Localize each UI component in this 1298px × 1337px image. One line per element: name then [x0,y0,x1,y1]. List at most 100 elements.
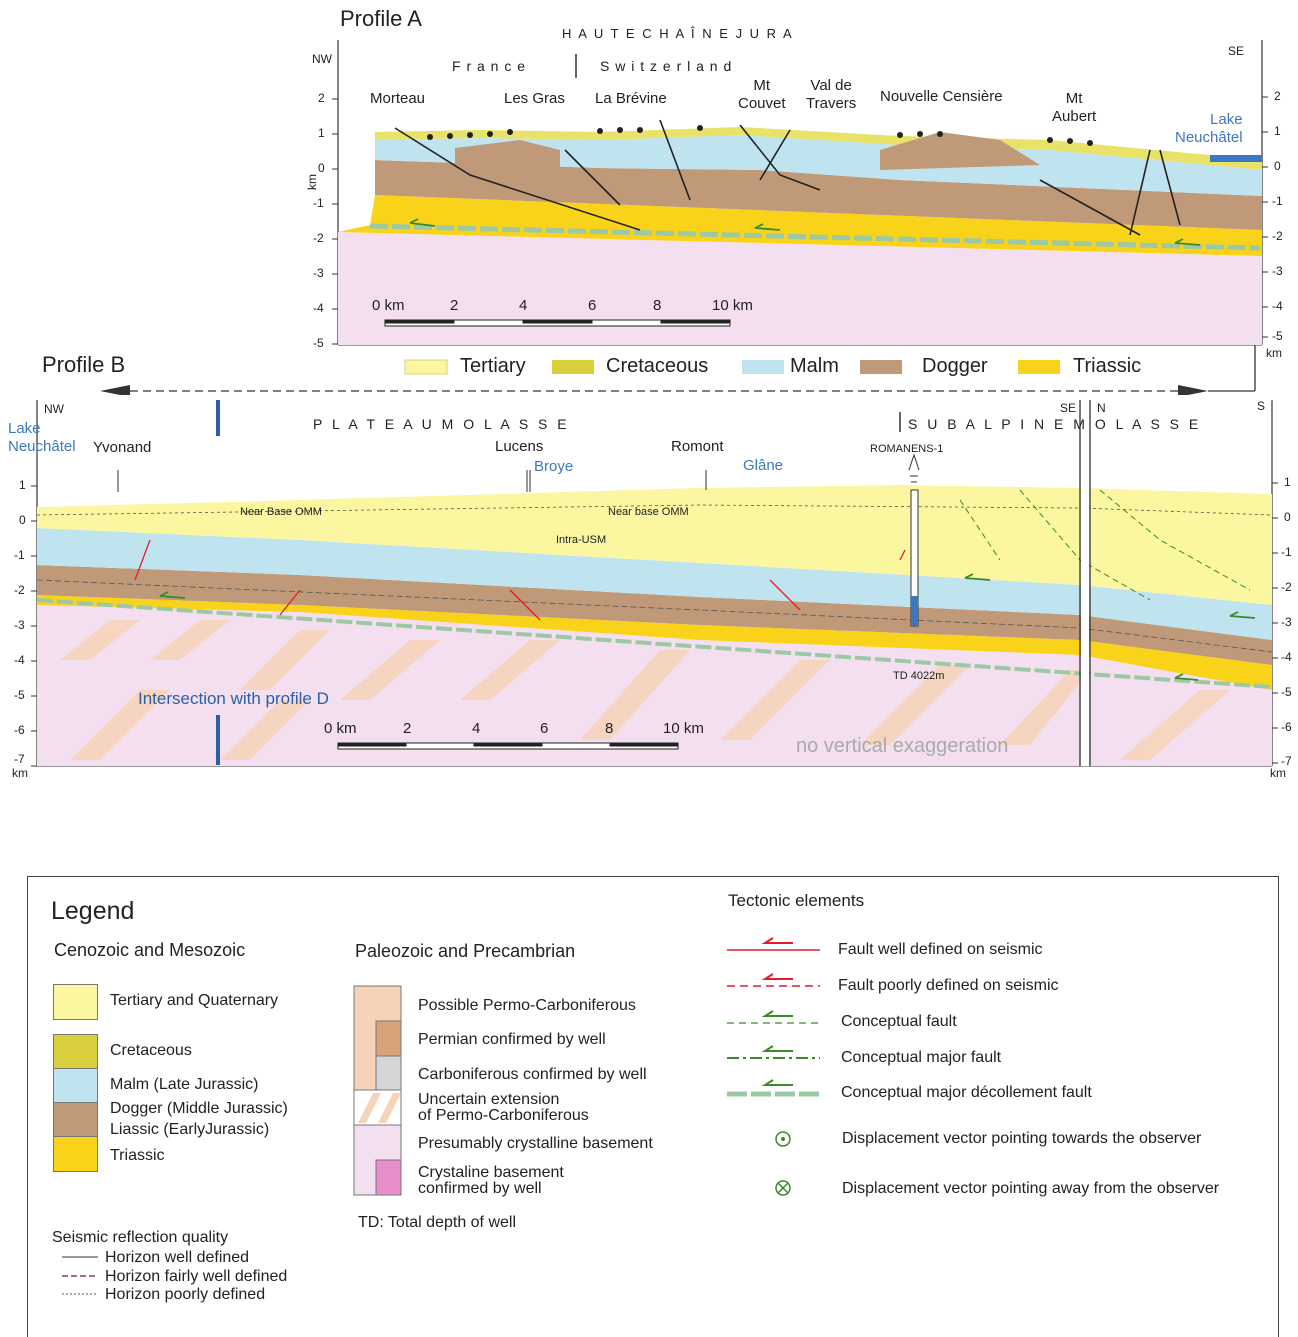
profile-a-title: Profile A [340,6,422,31]
legend-uncertain-extension: Uncertain extension of Permo-Carbonifero… [418,1091,589,1124]
pb-tick-right: 0 [1284,510,1291,524]
country-switzerland: S w i t z e r l a n d [600,58,733,74]
pa-tick-left: -1 [313,196,324,210]
swatch-cretaceous [53,1034,98,1070]
tectonic-vector-towards: Displacement vector pointing towards the… [842,1130,1202,1147]
pb-tick-left: -1 [14,548,25,562]
profile-b-se: SE [1060,401,1077,415]
pa-tick-right: -4 [1272,299,1283,313]
pa-tick-left: -4 [313,301,324,315]
paleozoic-column [353,985,402,1196]
tectonic-vector-away: Displacement vector pointing away from t… [842,1180,1220,1197]
place-val-de-travers: Val de Travers [806,77,857,112]
profile-b-s: S [1257,399,1266,413]
pb-tick-left: 0 [19,513,26,527]
pb-unit-right: km [1270,766,1286,780]
pb-tick-left: -2 [14,583,25,597]
pa-tick-left: 2 [318,91,325,105]
pa-scale-label: 6 [588,297,597,314]
country-france: F r a n c e [452,58,527,74]
tectonic-conceptual-fault: Conceptual fault [841,1013,957,1030]
profile-a-section [100,40,1268,395]
profile-a-y-label: km [305,174,319,190]
pa-scale-label: 10 km [712,297,753,314]
place-morteau: Morteau [370,90,426,107]
tectonic-title: Tectonic elements [728,891,865,910]
pb-unit-left: km [12,766,28,780]
pb-scale-label: 4 [472,720,481,737]
horizon-near-base-omm-2: Near base OMM [608,506,689,518]
profile-b-title: Profile B [42,352,126,377]
river-broye: Broye [534,458,574,475]
pb-tick-left: -4 [14,653,25,667]
swatch-tertiary [53,984,98,1020]
lake-neuchatel-a: Lake Neuchâtel [1175,111,1243,146]
pb-tick-right: -6 [1281,720,1292,734]
pa-tick-right: -1 [1272,194,1283,208]
seismic-lines [62,1256,98,1295]
legend-permian-confirmed: Permian confirmed by well [418,1031,606,1048]
pa-scale-label: 4 [519,297,528,314]
tectonic-fault-poorly-defined: Fault poorly defined on seismic [838,977,1059,994]
legend-td-note: TD: Total depth of well [358,1214,517,1231]
legend-title: Legend [51,897,135,925]
horizon-intra-usm: Intra-USM [556,534,607,546]
place-lucens: Lucens [495,438,544,455]
pb-scale-label: 0 km [324,720,357,737]
tectonic-conceptual-major-fault: Conceptual major fault [841,1049,1002,1066]
no-vertical-exaggeration: no vertical exaggeration [796,735,1009,757]
pa-tick-left: -3 [313,266,324,280]
pb-tick-right: -5 [1281,685,1292,699]
pb-tick-right: -1 [1281,545,1292,559]
intersection-label: Intersection with profile D [138,689,329,708]
strip-tertiary: Tertiary [460,355,526,377]
pb-tick-left: -5 [14,688,25,702]
pb-tick-right: -4 [1281,650,1292,664]
pa-tick-right: 2 [1274,89,1281,103]
pa-tick-left: 0 [318,161,325,175]
profile-b-nw: NW [44,402,64,416]
strip-triassic: Triassic [1073,355,1142,377]
pb-scale-label: 2 [403,720,412,737]
pb-tick-right: -2 [1281,580,1292,594]
place-nouvelle-censiere: Nouvelle Censière [880,88,1003,105]
pb-tick-left: -7 [14,752,25,766]
legend-possible-permo-carboniferous: Possible Permo-Carboniferous [418,997,636,1014]
profile-b-n: N [1097,401,1106,415]
legend-cretaceous: Cretaceous [110,1042,192,1059]
strip-cretaceous: Cretaceous [606,355,709,377]
place-les-gras: Les Gras [504,90,565,107]
pa-tick-left: 1 [318,126,325,140]
legend-dogger: Dogger (Middle Jurassic) [110,1100,288,1117]
well-romanens-1: ROMANENS-1 [870,443,944,455]
swatch-triassic [53,1136,98,1172]
pb-scale-label: 10 km [663,720,704,737]
legend-crystalline-confirmed: Crystaline basement confirmed by well [418,1164,564,1197]
pa-scale-label: 8 [653,297,662,314]
swatch-malm [53,1068,98,1104]
legend-box [27,876,1279,1337]
pa-scale-label: 2 [450,297,459,314]
profile-a-nw: NW [312,52,332,66]
legend-malm: Malm (Late Jurassic) [110,1076,259,1093]
pb-tick-right: -7 [1281,754,1292,768]
place-mt-aubert: Mt Aubert [1052,90,1097,125]
pb-scale-label: 6 [540,720,549,737]
pa-scale-label: 0 km [372,297,405,314]
profile-a-region: H A U T E C H A Î N E J U R A [562,26,794,41]
seismic-title: Seismic reflection quality [52,1229,229,1246]
place-mt-couvet: Mt Couvet [738,77,786,112]
pb-tick-left: -3 [14,618,25,632]
region-subalpine-molasse: S U B A L P I N E M O L A S S E [908,416,1202,432]
well-total-depth: TD 4022m [893,670,945,682]
tectonic-symbols [727,937,820,1196]
seismic-poorly-defined: Horizon poorly defined [105,1286,266,1303]
strip-malm: Malm [790,355,839,377]
pa-tick-left: -2 [313,231,324,245]
pb-tick-left: 1 [19,478,26,492]
legend-carboniferous-confirmed: Carboniferous confirmed by well [418,1066,647,1083]
pa-tick-right: 1 [1274,124,1281,138]
legend-triassic: Triassic [110,1147,165,1164]
profile-a-se: SE [1228,44,1245,58]
seismic-well-defined: Horizon well defined [105,1249,250,1266]
